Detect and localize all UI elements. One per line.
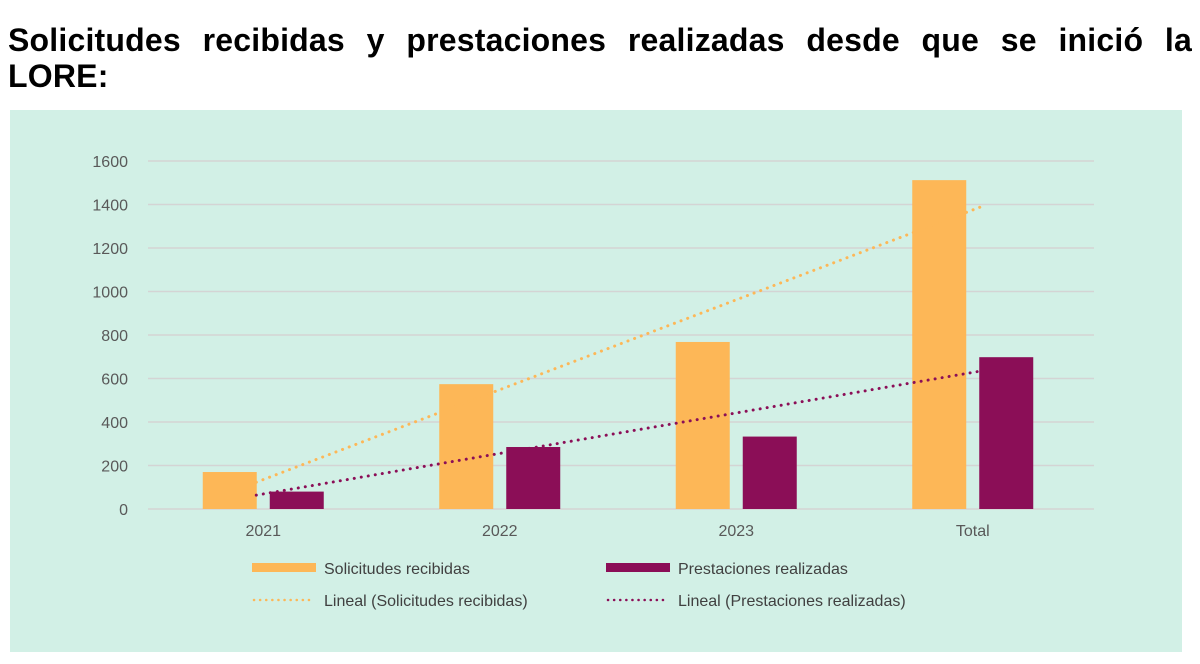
x-tick-label: 2022 (482, 523, 518, 540)
gridlines (148, 160, 1094, 510)
y-tick-label: 400 (101, 415, 128, 432)
bar-prestaciones-2023 (742, 436, 797, 509)
page-title: Solicitudes recibidas y prestaciones rea… (8, 22, 1192, 94)
legend-swatch-1 (606, 563, 670, 572)
legend-swatch-0 (252, 563, 316, 572)
y-tick-label: 1400 (92, 198, 128, 215)
y-tick-label: 800 (101, 328, 128, 345)
y-tick-label: 1600 (92, 154, 128, 171)
y-tick-label: 1200 (92, 241, 128, 258)
legend: Solicitudes recibidas Prestaciones realiz… (252, 561, 906, 610)
trendline-solicitudes (254, 205, 983, 484)
y-axis-ticks: 0 200 400 600 800 1000 1200 1400 1600 (92, 154, 128, 519)
legend-label: Prestaciones realizadas (678, 561, 848, 578)
y-tick-label: 600 (101, 372, 128, 389)
legend-label: Solicitudes recibidas (324, 561, 470, 578)
y-tick-label: 200 (101, 459, 128, 476)
trendline-prestaciones (254, 369, 983, 497)
legend-label: Lineal (Solicitudes recibidas) (324, 593, 528, 610)
x-tick-label: Total (956, 523, 990, 540)
bar-solicitudes-2021 (202, 472, 257, 509)
chart-panel: 0 200 400 600 800 1000 1200 1400 1600 2021 2022 20… (10, 110, 1182, 652)
y-tick-label: 1000 (92, 285, 128, 302)
x-tick-label: 2021 (245, 523, 281, 540)
bar-prestaciones-2022 (506, 447, 561, 509)
bar-prestaciones-2021 (269, 491, 324, 509)
bar-solicitudes-2022 (439, 384, 494, 509)
bar-prestaciones-total (979, 357, 1034, 509)
x-axis-ticks: 2021 2022 2023 Total (245, 523, 989, 540)
bar-solicitudes-2023 (675, 341, 730, 509)
trendlines (254, 205, 983, 497)
legend-label: Lineal (Prestaciones realizadas) (678, 593, 906, 610)
x-tick-label: 2023 (718, 523, 754, 540)
y-tick-label: 0 (119, 502, 128, 519)
bars (202, 180, 1034, 509)
bar-solicitudes-total (912, 180, 967, 509)
